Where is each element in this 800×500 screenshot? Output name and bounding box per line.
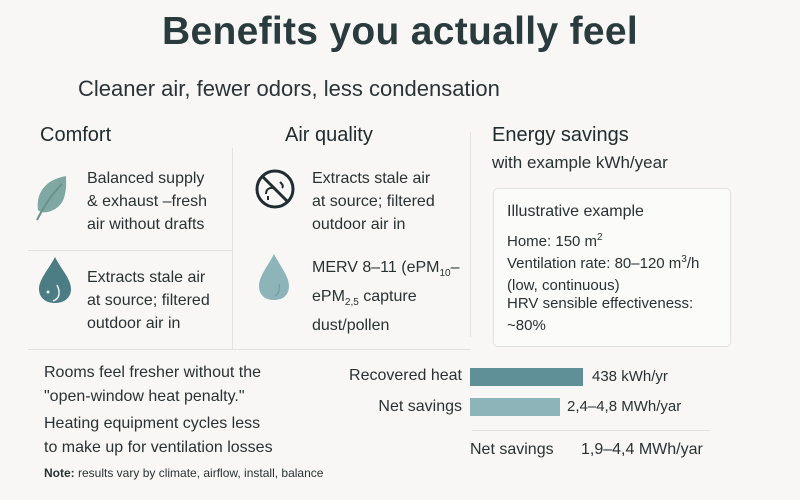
- total-label: Net savings: [470, 441, 554, 458]
- energy-subheading: with example kWh/year: [492, 153, 668, 172]
- water-drop-icon: [39, 257, 71, 303]
- comfort-heading: Comfort: [40, 124, 112, 146]
- footnote: Note: results vary by climate, airflow, …: [44, 466, 324, 480]
- example-home: Home: 150 m2: [507, 232, 603, 250]
- example-title: Illustrative example: [507, 203, 644, 220]
- air-quality-item-2-text: MERV 8–11 (ePM10– ePM2,5 capture dust/po…: [312, 259, 460, 335]
- page-title: Benefits you actually feel: [162, 10, 638, 53]
- bar-value-net-savings: 2,4–4,8 MWh/yar: [567, 398, 682, 415]
- bottom-description: Rooms feel fresher without the "open-win…: [44, 364, 273, 456]
- divider: [232, 148, 233, 350]
- divider: [28, 349, 471, 350]
- example-hrv: HRV sensible effectiveness: ~80%: [507, 295, 694, 334]
- bar-label-net-savings: Net savings: [378, 398, 462, 415]
- total-value: 1,9–4,4 MWh/yar: [581, 441, 703, 458]
- no-odor-icon: [255, 169, 295, 209]
- bar-label-recovered-heat: Recovered heat: [349, 367, 462, 384]
- divider: [28, 250, 232, 251]
- bar-value-recovered-heat: 438 kWh/yr: [592, 368, 668, 385]
- air-quality-item-1-text: Extracts stale air at source; filtered o…: [312, 170, 435, 233]
- page-subtitle: Cleaner air, fewer odors, less condensat…: [78, 76, 500, 101]
- comfort-item-2-text: Extracts stale air at source; filtered o…: [87, 269, 210, 332]
- energy-heading: Energy savings: [492, 124, 629, 146]
- air-quality-heading: Air quality: [285, 124, 373, 146]
- leaf-icon: [36, 176, 67, 221]
- comfort-item-1-text: Balanced supply & exhaust –fresh air wit…: [87, 170, 208, 233]
- divider: [470, 132, 471, 337]
- bar-recovered-heat: [470, 368, 583, 386]
- example-ventilation: Ventilation rate: 80–120 m3/h (low, cont…: [507, 254, 700, 294]
- bar-net-savings: [470, 398, 560, 416]
- water-drop-icon: [259, 254, 289, 300]
- example-card: Illustrative example Home: 150 m2 Ventil…: [493, 188, 731, 347]
- divider: [472, 430, 710, 431]
